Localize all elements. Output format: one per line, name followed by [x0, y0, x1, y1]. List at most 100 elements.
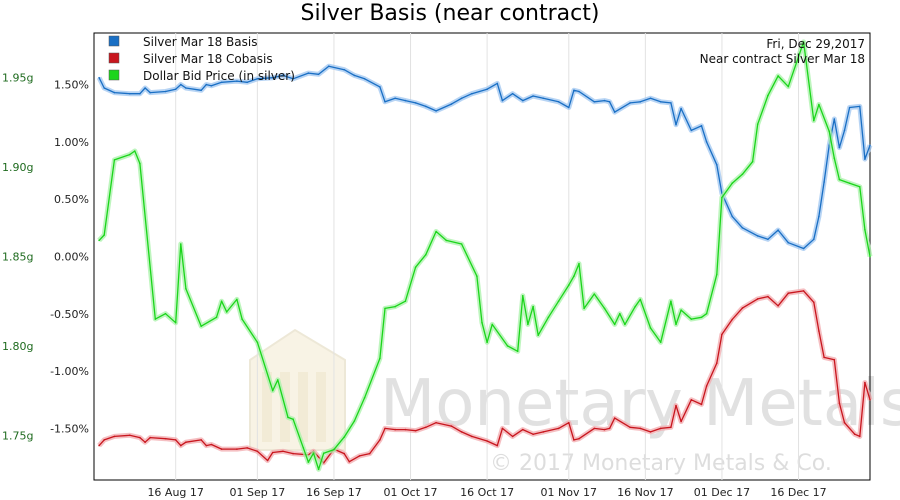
data-point — [864, 228, 866, 231]
data-point — [205, 83, 208, 86]
data-point — [256, 341, 259, 344]
data-point — [516, 350, 519, 353]
data-point — [522, 428, 524, 431]
data-point — [557, 101, 560, 103]
data-point — [593, 101, 596, 103]
data-point — [859, 186, 861, 188]
data-point — [435, 110, 437, 112]
data-point — [511, 435, 514, 438]
data-point — [522, 99, 524, 102]
y-left-tick-label: 0.00% — [54, 251, 89, 264]
data-point — [292, 418, 294, 421]
data-point — [266, 459, 269, 462]
data-point — [690, 318, 693, 320]
data-point — [379, 439, 381, 441]
data-point — [256, 450, 259, 453]
data-point — [236, 298, 238, 301]
data-point — [113, 91, 116, 94]
x-tick-label: 01 Sep 17 — [230, 486, 286, 499]
legend: Silver Mar 18 Basis Silver Mar 18 Cobasi… — [108, 35, 295, 83]
data-point — [634, 305, 636, 308]
data-point — [139, 436, 141, 439]
data-point — [741, 173, 744, 176]
data-point — [659, 101, 662, 103]
data-point — [777, 75, 779, 77]
data-point — [98, 239, 100, 242]
data-point — [501, 427, 504, 430]
data-point — [869, 399, 871, 401]
data-point — [180, 83, 182, 86]
data-point — [603, 99, 606, 102]
data-point — [185, 287, 187, 290]
data-point — [128, 153, 131, 156]
annotation-contract: Near contract Silver Mar 18 — [700, 52, 865, 66]
data-point — [859, 105, 861, 108]
data-point — [823, 356, 825, 359]
data-point — [215, 316, 218, 319]
data-point — [317, 73, 320, 76]
data-point — [343, 436, 346, 438]
data-point — [348, 460, 351, 463]
data-point — [139, 92, 141, 95]
x-tick-label: 01 Nov 17 — [541, 486, 597, 499]
data-point — [210, 84, 213, 87]
data-point — [404, 300, 407, 303]
data-point — [848, 182, 851, 184]
data-point — [236, 448, 238, 450]
data-point — [716, 273, 718, 276]
data-point — [593, 427, 596, 430]
data-point — [690, 129, 693, 132]
data-point — [690, 399, 693, 401]
data-point — [721, 196, 723, 199]
data-point — [864, 158, 866, 160]
data-point — [619, 312, 621, 315]
data-point — [501, 99, 504, 102]
legend-label-cobasis: Silver Mar 18 Cobasis — [143, 52, 273, 66]
data-point — [583, 307, 585, 310]
y-left-tick-label: -1.50% — [50, 422, 89, 435]
x-tick-label: 01 Dec 17 — [694, 486, 750, 499]
data-point — [343, 68, 346, 71]
data-point — [843, 421, 846, 424]
data-point — [144, 441, 146, 444]
data-point — [802, 247, 805, 250]
data-point — [639, 101, 642, 103]
data-point — [185, 441, 187, 444]
data-point — [818, 330, 820, 332]
y-axis-right: 1.95g 1.90g 1.85g 1.80g 1.75g — [2, 72, 33, 443]
data-point — [277, 379, 279, 381]
y-right-tick-label: 1.80g — [2, 340, 33, 353]
data-point — [220, 300, 223, 303]
data-point — [271, 76, 274, 79]
legend-label-basis: Silver Mar 18 Basis — [143, 35, 257, 49]
data-point — [414, 266, 417, 269]
data-point — [404, 99, 407, 102]
data-point — [98, 76, 100, 79]
data-point — [379, 86, 381, 88]
data-point — [486, 341, 488, 344]
annotation-date: Fri, Dec 29,2017 — [766, 37, 865, 51]
series-layer — [96, 39, 873, 472]
data-point — [578, 90, 580, 93]
data-point — [573, 439, 575, 441]
x-tick-label: 16 Sep 17 — [306, 486, 362, 499]
data-point — [200, 325, 202, 328]
data-point — [869, 255, 871, 258]
data-point — [113, 435, 116, 438]
data-point — [414, 429, 417, 432]
legend-swatch-basis — [108, 35, 120, 47]
data-point — [680, 420, 682, 423]
data-point — [828, 130, 830, 133]
data-point — [246, 81, 248, 84]
data-point — [777, 305, 779, 307]
data-point — [174, 439, 177, 441]
data-point — [700, 125, 703, 127]
data-point — [445, 239, 448, 242]
data-point — [379, 357, 381, 360]
data-point — [522, 295, 524, 297]
data-point — [532, 305, 534, 308]
data-point — [818, 103, 820, 106]
data-point — [838, 178, 841, 181]
data-point — [578, 262, 580, 265]
